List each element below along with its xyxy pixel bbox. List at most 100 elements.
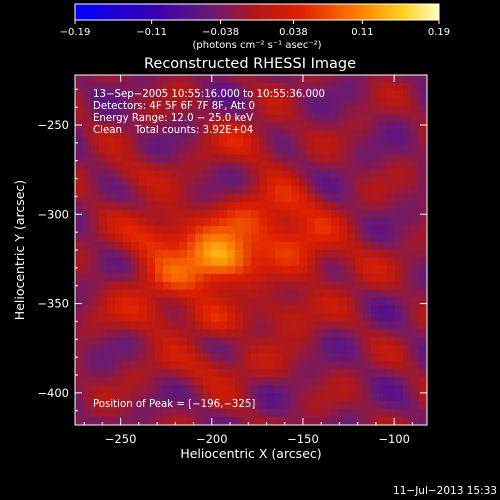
heatmap-cell: [91, 361, 100, 370]
heatmap-cell: [403, 409, 412, 418]
heatmap-cell: [115, 361, 124, 370]
heatmap-cell: [339, 393, 348, 402]
heatmap-cell: [419, 321, 428, 331]
heatmap-cell: [155, 265, 164, 275]
heatmap-cell: [371, 226, 380, 235]
heatmap-cell: [243, 305, 252, 315]
heatmap-cell: [139, 138, 148, 148]
heatmap-cell: [299, 194, 308, 203]
heatmap-cell: [163, 361, 172, 370]
heatmap-cell: [171, 337, 180, 346]
heatmap-cell: [83, 250, 92, 259]
heatmap-cell: [363, 273, 372, 283]
heatmap-cell: [331, 361, 340, 370]
heatmap-cell: [259, 154, 268, 163]
heatmap-cell: [171, 273, 180, 283]
heatmap-cell: [203, 162, 212, 171]
heatmap-cell: [227, 369, 236, 378]
heatmap-cell: [283, 186, 292, 195]
heatmap-cell: [275, 337, 284, 346]
heatmap-cell: [211, 385, 220, 394]
heatmap-cell: [219, 82, 228, 92]
heatmap-cell: [283, 75, 292, 84]
heatmap-cell: [347, 377, 356, 386]
heatmap-cell: [347, 321, 356, 331]
heatmap-cell: [195, 98, 204, 108]
heatmap-cell: [283, 273, 292, 283]
heatmap-cell: [331, 75, 340, 84]
heatmap-cell: [371, 218, 380, 227]
heatmap-cell: [371, 313, 380, 323]
heatmap-cell: [163, 194, 172, 203]
heatmap-cell: [155, 106, 164, 116]
heatmap-cell: [211, 242, 220, 251]
heatmap-cell: [331, 130, 340, 140]
heatmap-cell: [363, 162, 372, 171]
heatmap-cell: [123, 98, 132, 108]
heatmap-cell: [243, 289, 252, 299]
heatmap-cell: [243, 170, 252, 179]
heatmap-cell: [363, 106, 372, 116]
heatmap-cell: [267, 337, 276, 346]
heatmap-cell: [131, 218, 140, 227]
heatmap-cell: [163, 90, 172, 100]
heatmap-cell: [323, 146, 332, 156]
heatmap-cell: [323, 417, 332, 426]
heatmap-cell: [267, 138, 276, 148]
heatmap-cell: [323, 361, 332, 370]
heatmap-cell: [107, 178, 116, 187]
heatmap-cell: [83, 146, 92, 156]
heatmap-cell: [267, 257, 276, 267]
heatmap-cell: [355, 186, 364, 195]
heatmap-cell: [259, 289, 268, 299]
heatmap-cell: [291, 75, 300, 84]
heatmap-cell: [227, 281, 236, 291]
heatmap-cell: [291, 250, 300, 259]
heatmap-cell: [203, 250, 212, 259]
heatmap-cell: [203, 98, 212, 108]
heatmap-cell: [91, 130, 100, 140]
heatmap-cell: [107, 75, 116, 84]
heatmap-cell: [131, 337, 140, 346]
heatmap-cell: [107, 154, 116, 163]
heatmap-cell: [275, 186, 284, 195]
heatmap-cell: [275, 194, 284, 203]
heatmap-cell: [331, 186, 340, 195]
heatmap-cell: [283, 242, 292, 251]
heatmap-cell: [299, 345, 308, 354]
heatmap-cell: [371, 146, 380, 156]
heatmap-cell: [147, 170, 156, 179]
heatmap-cell: [235, 202, 244, 211]
heatmap-cell: [179, 106, 188, 116]
heatmap-cell: [387, 75, 396, 84]
heatmap-cell: [339, 329, 348, 338]
heatmap-cell: [283, 401, 292, 410]
heatmap-cell: [403, 353, 412, 362]
heatmap-cell: [259, 329, 268, 338]
heatmap-cell: [291, 297, 300, 307]
heatmap-cell: [259, 257, 268, 267]
heatmap-cell: [243, 90, 252, 100]
heatmap-cell: [211, 186, 220, 195]
heatmap-cell: [299, 122, 308, 132]
heatmap-cell: [379, 289, 388, 299]
heatmap-cell: [163, 75, 172, 84]
heatmap-cell: [331, 417, 340, 426]
heatmap-cell: [147, 90, 156, 100]
heatmap-cell: [379, 329, 388, 338]
heatmap-cell: [419, 186, 428, 195]
heatmap-cell: [323, 130, 332, 140]
heatmap-cell: [75, 242, 84, 251]
heatmap-cell: [403, 130, 412, 140]
heatmap-cell: [171, 186, 180, 195]
heatmap-cell: [371, 305, 380, 315]
heatmap-cell: [195, 265, 204, 275]
heatmap-cell: [211, 305, 220, 315]
heatmap-cell: [211, 162, 220, 171]
heatmap-cell: [291, 281, 300, 291]
heatmap-cell: [371, 377, 380, 386]
heatmap-cell: [363, 393, 372, 402]
heatmap-cell: [411, 162, 420, 171]
heatmap-cell: [171, 202, 180, 211]
heatmap-cell: [419, 417, 428, 426]
